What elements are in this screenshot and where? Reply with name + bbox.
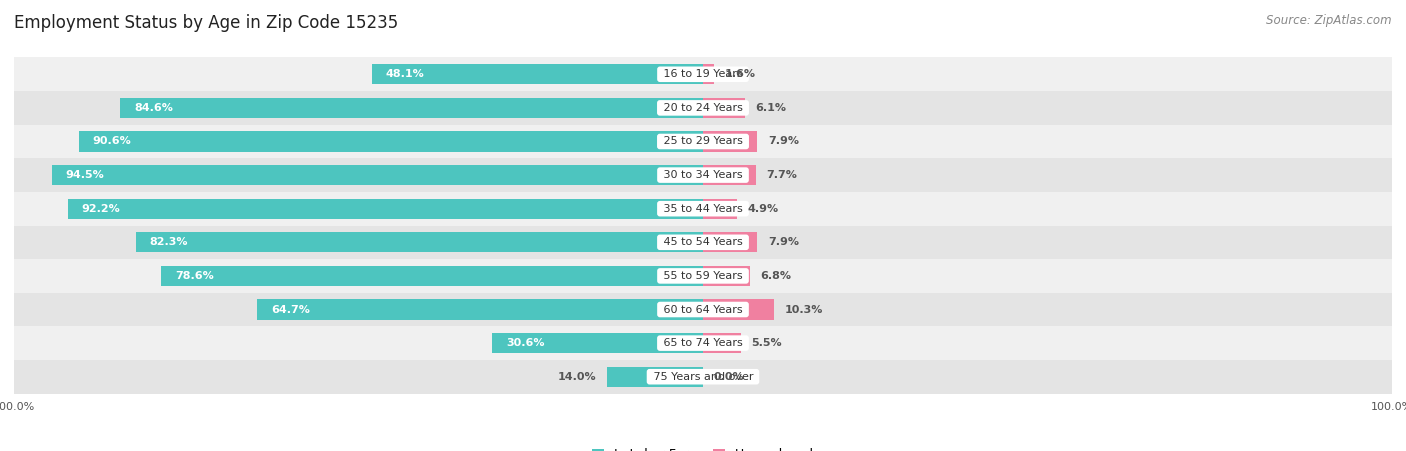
Bar	[492, 333, 703, 353]
Text: 1.6%: 1.6%	[724, 69, 755, 79]
Text: Employment Status by Age in Zip Code 15235: Employment Status by Age in Zip Code 152…	[14, 14, 398, 32]
Bar	[371, 64, 703, 84]
Bar	[14, 192, 1392, 226]
Text: 55 to 59 Years: 55 to 59 Years	[659, 271, 747, 281]
Text: 7.9%: 7.9%	[768, 137, 799, 147]
Bar	[120, 98, 703, 118]
Bar	[703, 64, 714, 84]
Bar	[14, 259, 1392, 293]
Bar	[703, 266, 749, 286]
Text: 5.5%: 5.5%	[751, 338, 782, 348]
Text: 20 to 24 Years: 20 to 24 Years	[659, 103, 747, 113]
Text: 4.9%: 4.9%	[747, 204, 778, 214]
Text: 7.9%: 7.9%	[768, 237, 799, 247]
Text: 60 to 64 Years: 60 to 64 Years	[659, 304, 747, 314]
Bar	[14, 124, 1392, 158]
Bar	[703, 333, 741, 353]
Bar	[14, 360, 1392, 394]
Bar	[136, 232, 703, 253]
Bar	[14, 226, 1392, 259]
Text: 75 Years and over: 75 Years and over	[650, 372, 756, 382]
Legend: In Labor Force, Unemployed: In Labor Force, Unemployed	[586, 443, 820, 451]
Text: 94.5%: 94.5%	[66, 170, 104, 180]
Bar	[14, 91, 1392, 124]
Text: 82.3%: 82.3%	[150, 237, 188, 247]
Text: 6.1%: 6.1%	[755, 103, 786, 113]
Bar	[14, 57, 1392, 91]
Text: Source: ZipAtlas.com: Source: ZipAtlas.com	[1267, 14, 1392, 27]
Bar	[606, 367, 703, 387]
Text: 45 to 54 Years: 45 to 54 Years	[659, 237, 747, 247]
Text: 65 to 74 Years: 65 to 74 Years	[659, 338, 747, 348]
Bar	[703, 131, 758, 152]
Bar	[703, 299, 773, 320]
Text: 25 to 29 Years: 25 to 29 Years	[659, 137, 747, 147]
Bar	[703, 198, 737, 219]
Text: 64.7%: 64.7%	[271, 304, 309, 314]
Bar	[67, 198, 703, 219]
Text: 0.0%: 0.0%	[713, 372, 744, 382]
Text: 90.6%: 90.6%	[93, 137, 131, 147]
Bar	[79, 131, 703, 152]
Text: 10.3%: 10.3%	[785, 304, 823, 314]
Bar	[703, 232, 758, 253]
Text: 78.6%: 78.6%	[176, 271, 214, 281]
Bar	[52, 165, 703, 185]
Bar	[14, 293, 1392, 327]
Text: 14.0%: 14.0%	[558, 372, 596, 382]
Text: 16 to 19 Years: 16 to 19 Years	[659, 69, 747, 79]
Bar	[162, 266, 703, 286]
Bar	[14, 327, 1392, 360]
Text: 7.7%: 7.7%	[766, 170, 797, 180]
Bar	[703, 98, 745, 118]
Text: 84.6%: 84.6%	[134, 103, 173, 113]
Bar	[14, 158, 1392, 192]
Bar	[257, 299, 703, 320]
Text: 35 to 44 Years: 35 to 44 Years	[659, 204, 747, 214]
Text: 48.1%: 48.1%	[385, 69, 425, 79]
Text: 30 to 34 Years: 30 to 34 Years	[659, 170, 747, 180]
Text: 92.2%: 92.2%	[82, 204, 121, 214]
Bar	[703, 165, 756, 185]
Text: 30.6%: 30.6%	[506, 338, 544, 348]
Text: 6.8%: 6.8%	[761, 271, 792, 281]
